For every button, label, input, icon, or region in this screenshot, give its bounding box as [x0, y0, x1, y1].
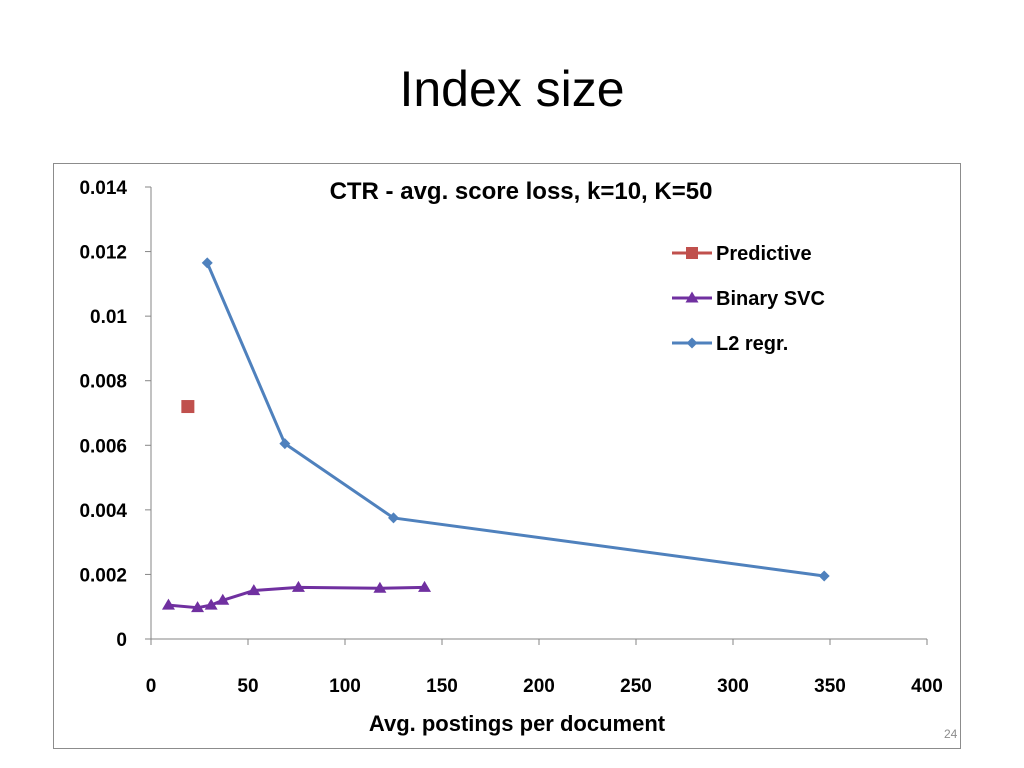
legend-label-binary-svc: Binary SVC: [716, 288, 825, 310]
y-tick-label: 0.002: [79, 565, 127, 586]
data-point-binary-svc: [191, 601, 205, 613]
legend-marker-l2-regr: [686, 337, 698, 349]
x-tick-label: 300: [717, 676, 749, 697]
legend-label-predictive: Predictive: [716, 243, 812, 265]
data-point-predictive: [181, 400, 195, 414]
x-axis-title: Avg. postings per document: [369, 711, 666, 736]
x-tick-label: 250: [620, 676, 652, 697]
slide-title: Index size: [399, 61, 625, 117]
legend-label-l2-regr: L2 regr.: [716, 333, 788, 355]
y-tick-label: 0.01: [90, 307, 127, 328]
legend-marker-binary-svc: [685, 291, 699, 303]
data-point-binary-svc: [204, 598, 218, 610]
y-tick-label: 0.012: [79, 243, 127, 264]
series-line-l2-regr: [205, 262, 825, 578]
data-point-l2-regr: [201, 257, 213, 269]
x-tick-label: 0: [146, 676, 157, 697]
data-point-l2-regr: [818, 570, 830, 582]
chart: 0 0.002 0.004 0.006 0.008 0.01 0.012 0.014 0 50 10…: [79, 178, 943, 736]
chart-container: 0 0.002 0.004 0.006 0.008 0.01 0.012 0.014 0 50 10…: [53, 163, 961, 749]
data-point-l2-regr: [279, 438, 291, 450]
x-tick-label: 400: [911, 676, 943, 697]
data-point-l2-regr: [388, 512, 399, 524]
data-point-binary-svc: [418, 580, 432, 592]
x-tick-label: 350: [814, 676, 846, 697]
data-point-binary-svc: [291, 580, 305, 592]
y-tick-label: 0.004: [79, 501, 127, 522]
data-point-binary-svc: [247, 584, 261, 596]
data-point-binary-svc: [373, 581, 387, 593]
chart-title: CTR - avg. score loss, k=10, K=50: [330, 178, 713, 205]
data-point-binary-svc: [161, 598, 175, 610]
slide-number: 24: [944, 727, 958, 741]
data-point-binary-svc: [216, 593, 230, 605]
x-tick-label: 100: [329, 676, 361, 697]
y-tick-label: 0.006: [79, 436, 127, 457]
x-tick-label: 150: [426, 676, 458, 697]
y-tick-label: 0.008: [79, 372, 127, 393]
legend-marker-predictive: [686, 247, 698, 259]
x-tick-label: 50: [237, 676, 258, 697]
y-tick-label: 0.014: [79, 178, 127, 199]
x-tick-label: 200: [523, 676, 555, 697]
y-tick-label: 0: [116, 630, 127, 651]
